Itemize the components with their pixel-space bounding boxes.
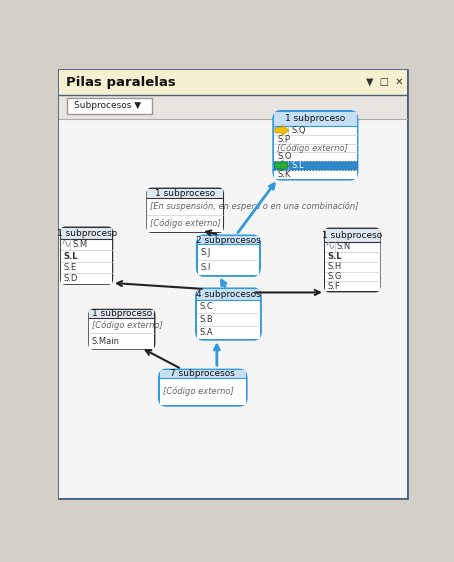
- Bar: [160, 370, 246, 378]
- Text: 4 subprocesos: 4 subprocesos: [196, 290, 261, 299]
- FancyBboxPatch shape: [148, 189, 223, 232]
- FancyBboxPatch shape: [274, 112, 357, 179]
- Text: 7 subprocesos: 7 subprocesos: [170, 369, 235, 378]
- Bar: [197, 313, 260, 326]
- Bar: [274, 135, 357, 143]
- Bar: [274, 161, 357, 170]
- Bar: [197, 244, 259, 260]
- Text: [Código externo]: [Código externo]: [92, 321, 163, 330]
- Bar: [325, 242, 380, 252]
- Text: S.M: S.M: [72, 241, 87, 250]
- Text: Subprocesos ▼: Subprocesos ▼: [74, 102, 142, 111]
- Text: [Código externo]: [Código externo]: [163, 387, 234, 396]
- Bar: [61, 273, 112, 284]
- FancyBboxPatch shape: [59, 70, 407, 498]
- Bar: [197, 300, 260, 313]
- Text: 1 subproceso: 1 subproceso: [155, 189, 215, 198]
- Text: S.N: S.N: [337, 242, 351, 251]
- Text: S.F: S.F: [327, 282, 340, 291]
- Bar: [89, 310, 154, 318]
- Text: S.B: S.B: [199, 315, 213, 324]
- Text: 1 subproceso: 1 subproceso: [322, 231, 382, 240]
- Bar: [197, 236, 259, 244]
- Bar: [325, 252, 380, 262]
- Polygon shape: [275, 160, 289, 171]
- Bar: [325, 282, 380, 291]
- FancyBboxPatch shape: [197, 236, 259, 275]
- Bar: [160, 378, 246, 405]
- Text: S.I: S.I: [200, 263, 211, 272]
- FancyBboxPatch shape: [89, 310, 154, 348]
- Bar: [325, 271, 380, 282]
- Bar: [274, 112, 357, 126]
- Bar: [274, 126, 357, 135]
- Text: S.D: S.D: [63, 274, 78, 283]
- Text: S.J: S.J: [200, 248, 211, 257]
- Bar: [59, 95, 407, 119]
- Text: S.L: S.L: [292, 161, 304, 170]
- Bar: [59, 119, 407, 498]
- Text: S.L: S.L: [327, 252, 342, 261]
- Text: 1 subproceso: 1 subproceso: [92, 309, 152, 318]
- Text: S.E: S.E: [63, 262, 76, 271]
- Bar: [61, 228, 112, 239]
- Text: S.O: S.O: [277, 152, 292, 161]
- Text: [Código externo]: [Código externo]: [150, 219, 221, 228]
- FancyBboxPatch shape: [160, 370, 246, 405]
- FancyBboxPatch shape: [325, 229, 380, 291]
- Bar: [59, 70, 407, 95]
- Bar: [197, 260, 259, 275]
- Text: S.L: S.L: [63, 252, 78, 261]
- Bar: [197, 289, 260, 300]
- Text: S.K: S.K: [277, 170, 291, 179]
- Text: S.P: S.P: [277, 135, 290, 144]
- Bar: [274, 152, 357, 161]
- Bar: [61, 251, 112, 261]
- Text: ∿: ∿: [325, 241, 335, 253]
- Bar: [61, 239, 112, 251]
- Bar: [148, 215, 223, 232]
- Text: S.H: S.H: [327, 262, 341, 271]
- Bar: [325, 262, 380, 271]
- Polygon shape: [275, 125, 289, 135]
- Text: S.Q: S.Q: [292, 126, 306, 135]
- FancyBboxPatch shape: [61, 228, 112, 284]
- Text: S.A: S.A: [199, 328, 213, 337]
- Text: Pilas paralelas: Pilas paralelas: [65, 76, 175, 89]
- Text: [En suspensión, en espera o en una combinación]: [En suspensión, en espera o en una combi…: [150, 202, 359, 211]
- Text: S.C: S.C: [199, 302, 213, 311]
- Text: 1 subproceso: 1 subproceso: [57, 229, 117, 238]
- Text: 1 subproceso: 1 subproceso: [285, 114, 345, 123]
- Text: ∿: ∿: [60, 238, 71, 251]
- Text: S.G: S.G: [327, 272, 341, 281]
- Bar: [61, 261, 112, 273]
- Bar: [325, 229, 380, 242]
- Bar: [274, 161, 357, 170]
- Bar: [148, 189, 223, 198]
- FancyBboxPatch shape: [197, 289, 260, 339]
- Bar: [148, 198, 223, 215]
- Text: [Código externo]: [Código externo]: [277, 143, 348, 153]
- Bar: [274, 170, 357, 179]
- Text: S.Main: S.Main: [92, 337, 120, 346]
- Text: 2 subprocesos: 2 subprocesos: [196, 236, 261, 245]
- Text: ▼  □  ✕: ▼ □ ✕: [366, 77, 404, 87]
- Bar: [274, 143, 357, 152]
- Bar: [197, 326, 260, 339]
- FancyBboxPatch shape: [67, 98, 152, 114]
- Bar: [89, 318, 154, 333]
- Bar: [89, 333, 154, 348]
